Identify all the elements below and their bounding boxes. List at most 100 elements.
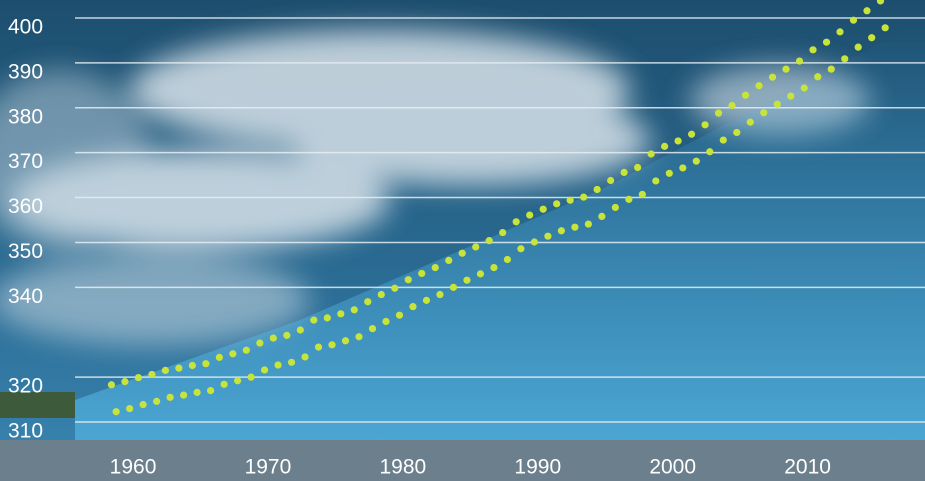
data-point [436,290,444,299]
data-point [876,0,885,5]
data-point [247,373,255,381]
data-point [377,290,385,299]
data-point [746,118,754,126]
data-point [760,109,768,117]
data-point [841,55,849,63]
data-point [422,296,431,304]
data-point [175,364,183,372]
data-point [418,269,426,278]
data-point [449,283,458,291]
data-point [868,34,876,42]
y-tick-label: 390 [8,60,43,83]
data-point [391,284,399,292]
data-point [598,212,606,221]
data-point [625,195,633,203]
data-point [445,256,453,265]
sea [0,440,925,481]
data-point [733,128,741,137]
data-point [139,400,147,409]
data-point [490,263,498,272]
x-tick-label: 1980 [379,456,426,479]
data-point [314,343,323,351]
data-point [274,361,282,369]
data-point [566,196,574,204]
y-tick-label: 380 [8,105,43,128]
data-point [368,325,377,333]
data-point [692,157,700,165]
data-point [215,353,223,361]
data-point [827,65,835,73]
data-point [328,341,336,349]
data-point [161,366,169,375]
data-point [620,168,628,177]
data-point [148,370,156,379]
data-point [512,218,520,226]
data-point [409,303,417,311]
data-point [233,377,242,385]
y-tick-label: 400 [8,16,43,39]
data-point [881,24,889,32]
data-point [382,317,390,326]
data-point [647,150,655,158]
data-point [126,404,134,413]
data-point [260,366,269,374]
data-point [795,57,804,65]
data-point [539,205,547,213]
data-point [229,350,237,358]
data-point [269,334,277,342]
data-point [814,73,822,81]
data-point [202,360,210,368]
data-point [809,46,817,54]
data-point [652,177,660,185]
data-point [188,361,196,370]
x-tick-label: 1970 [245,456,292,479]
data-point [607,176,615,185]
y-tick-label: 340 [8,285,43,308]
data-point [517,245,525,253]
data-point [395,311,404,319]
data-point [679,164,687,172]
data-point [193,388,201,397]
y-tick-label: 360 [8,195,43,218]
data-point [544,232,552,240]
data-point [706,148,714,156]
data-point [107,381,116,389]
data-point [741,91,750,99]
data-point [773,100,781,108]
data-point [503,255,512,264]
shore [0,392,75,418]
data-point [557,227,565,235]
data-point [499,228,507,237]
data-point [296,326,304,334]
data-point [584,220,592,228]
data-point [863,7,871,15]
data-point [822,38,831,46]
data-point [665,169,673,177]
data-point [153,397,161,405]
data-point [593,185,601,194]
y-tick-label: 320 [8,375,43,398]
data-point [364,298,372,306]
data-point [350,306,358,314]
data-point [180,391,188,399]
data-point [206,387,215,395]
data-point [836,28,844,36]
data-point [220,380,228,388]
data-point [472,243,480,251]
data-point [121,378,129,386]
data-point [571,223,579,231]
data-point [301,353,309,361]
data-point [337,310,345,318]
data-point [687,130,696,138]
data-point [728,101,736,110]
data-point [553,200,561,208]
data-point [476,270,485,278]
data-point [355,333,363,341]
data-point [431,263,439,272]
data-point [283,331,291,339]
y-tick-label: 370 [8,150,43,173]
data-point [849,16,858,24]
x-tick-label: 2010 [784,456,831,479]
